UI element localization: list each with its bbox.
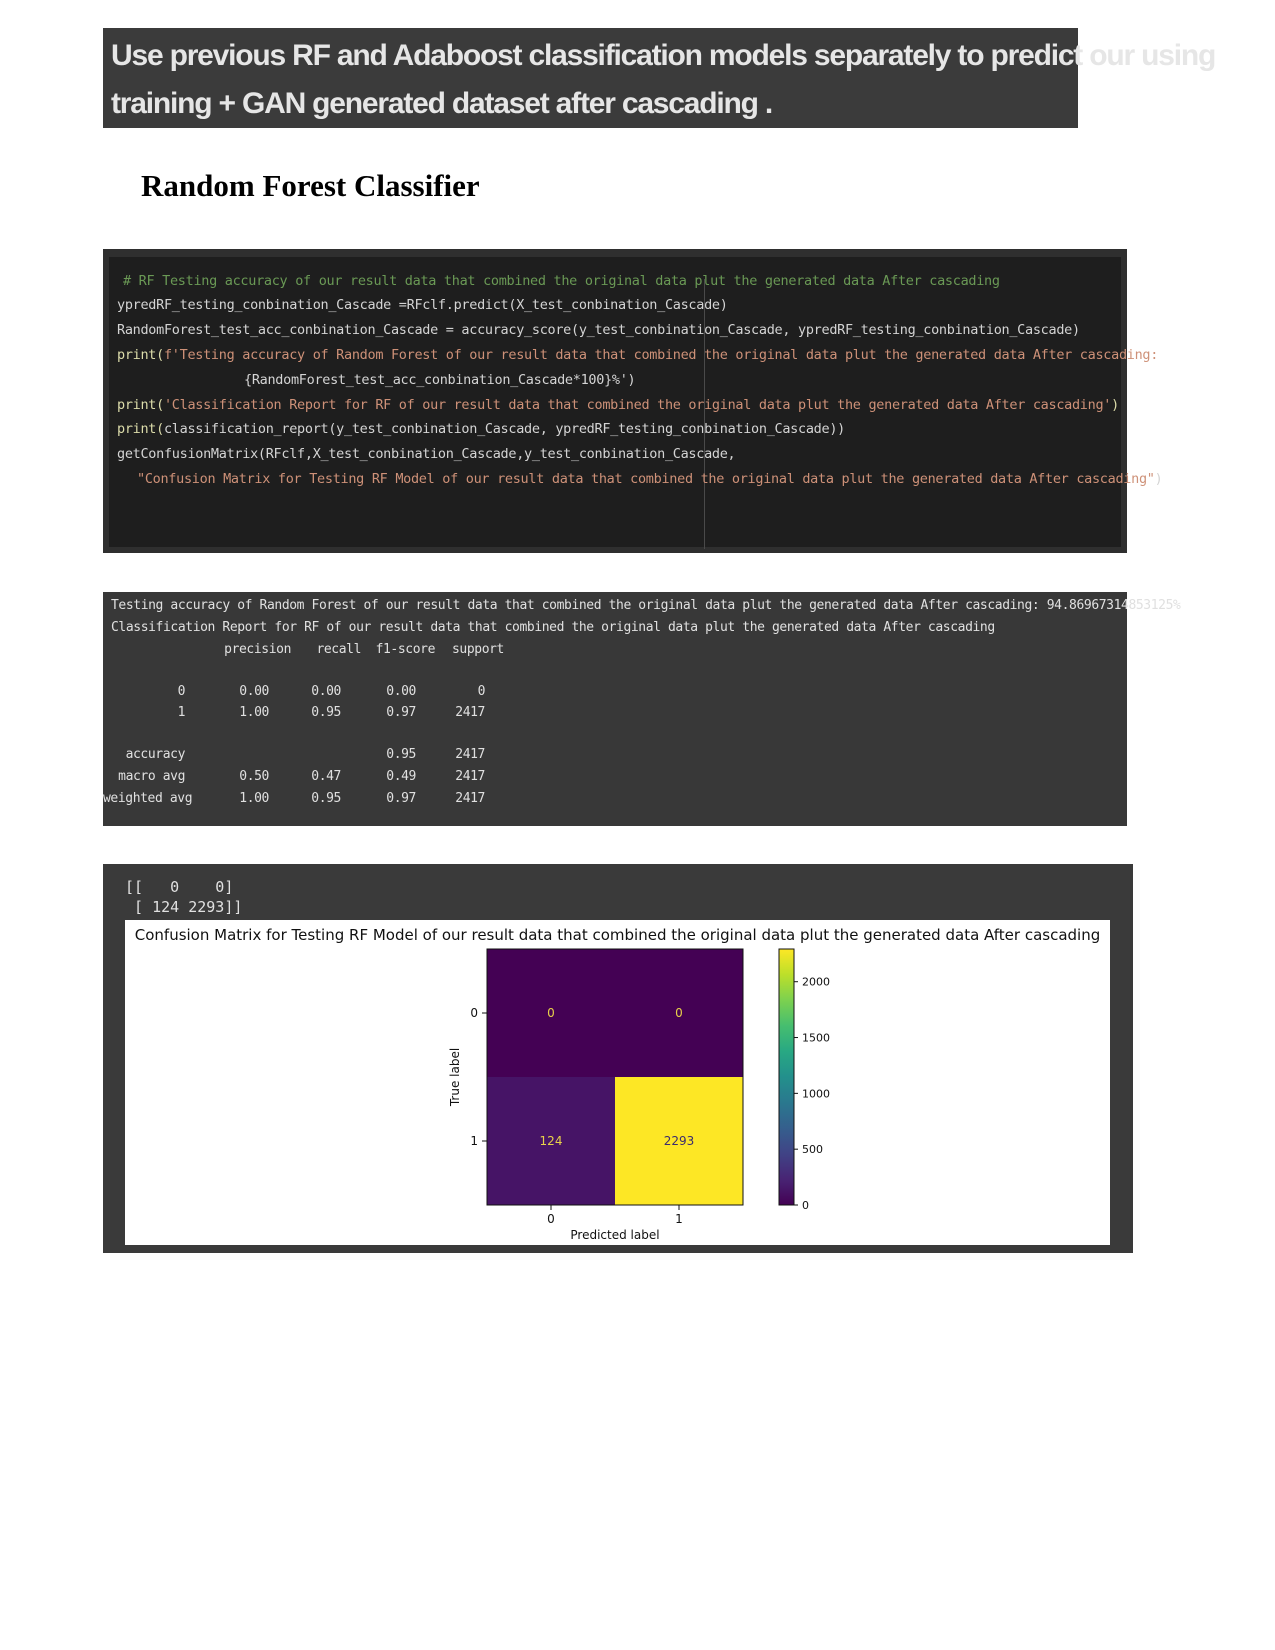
code-print-fn: print( xyxy=(117,347,164,363)
report-cell-precision: 0.00 xyxy=(239,684,269,699)
code-call: classification_report(y_test_conbination… xyxy=(163,421,845,437)
code-fstring: f'Testing accuracy of Random Forest of o… xyxy=(163,347,1159,363)
code-line-4: print(f'Testing accuracy of Random Fores… xyxy=(117,347,1158,363)
report-cell-recall: 0.95 xyxy=(311,705,341,720)
x-axis-label: Predicted label xyxy=(570,1228,659,1242)
cell-value-label: 124 xyxy=(540,1134,563,1148)
report-row-label: macro avg xyxy=(118,769,185,784)
report-cell-f1: 0.95 xyxy=(386,747,416,762)
report-cell-support: 2417 xyxy=(455,747,485,762)
code-line-7: print(classification_report(y_test_conbi… xyxy=(117,421,845,437)
report-cell-support: 2417 xyxy=(455,791,485,806)
y-tick-label: 1 xyxy=(470,1134,478,1148)
report-cell-recall: 0.95 xyxy=(311,791,341,806)
x-tick-label: 0 xyxy=(547,1212,555,1226)
banner-line-1: Use previous RF and Adaboost classificat… xyxy=(111,39,1216,72)
code-line-6: print('Classification Report for RF of o… xyxy=(117,397,1119,413)
heatmap-cell xyxy=(487,1077,615,1205)
report-cell-f1: 0.97 xyxy=(386,705,416,720)
indent-guide xyxy=(704,279,705,549)
code-cell[interactable]: # RF Testing accuracy of our result data… xyxy=(103,249,1163,553)
code-line-3: RandomForest_test_acc_conbination_Cascad… xyxy=(117,322,1080,338)
code-comment: # RF Testing accuracy of our result data… xyxy=(123,273,1000,289)
header-support: support xyxy=(452,642,504,657)
report-row-label: accuracy xyxy=(125,747,186,762)
report-cell-precision: 1.00 xyxy=(239,705,269,720)
code-print-fn: print( xyxy=(117,421,164,437)
colorbar-tick-label: 500 xyxy=(802,1143,823,1156)
colorbar-tick-label: 0 xyxy=(802,1199,809,1212)
code-paren: ) xyxy=(1111,397,1119,413)
heatmap-cell xyxy=(615,949,743,1077)
confusion-matrix-plot: Confusion Matrix for Testing RF Model of… xyxy=(125,920,1110,1245)
section-title: Random Forest Classifier xyxy=(141,168,480,203)
header-precision: precision xyxy=(224,642,291,657)
colorbar-tick-label: 1500 xyxy=(802,1032,830,1045)
cell-value-label: 0 xyxy=(547,1006,555,1020)
report-cell-precision: 0.50 xyxy=(239,769,269,784)
chart-title: Confusion Matrix for Testing RF Model of… xyxy=(134,926,1101,944)
colorbar-tick-label: 1000 xyxy=(802,1087,830,1100)
report-row-label: 0 xyxy=(177,684,186,699)
cell-value-label: 2293 xyxy=(664,1134,695,1148)
code-string: "Confusion Matrix for Testing RF Model o… xyxy=(137,471,1155,487)
code-string: 'Classification Report for RF of our res… xyxy=(163,397,1112,413)
matrix-text-line-2: [ 124 2293]] xyxy=(125,898,243,916)
cell-value-label: 0 xyxy=(675,1006,683,1020)
colorbar-tick-label: 2000 xyxy=(802,976,830,989)
header-f1-score: f1-score xyxy=(375,642,436,657)
report-cell-recall: 0.00 xyxy=(311,684,341,699)
heatmap-cell xyxy=(615,1077,743,1205)
confusion-matrix-svg: 0 0 124 2293 0 1 0 1 Predicted label True label 0 5… xyxy=(448,948,830,1242)
code-line-8: getConfusionMatrix(RFclf,X_test_conbinat… xyxy=(117,446,736,462)
heatmap-frame xyxy=(486,948,744,1206)
heatmap-cell xyxy=(487,949,615,1077)
accuracy-output: Testing accuracy of Random Forest of our… xyxy=(111,598,1181,613)
report-cell-f1: 0.97 xyxy=(386,791,416,806)
colorbar xyxy=(778,948,795,1206)
code-paren: ) xyxy=(1154,471,1163,487)
output-cell: Testing accuracy of Random Forest of our… xyxy=(103,592,1181,826)
report-cell-f1: 0.49 xyxy=(386,769,416,784)
report-cell-support: 0 xyxy=(477,684,486,699)
banner-line-2: training + GAN generated dataset after c… xyxy=(111,87,773,120)
report-cell-precision: 1.00 xyxy=(239,791,269,806)
code-print-fn: print( xyxy=(117,397,164,413)
report-cell-recall: 0.47 xyxy=(311,769,341,784)
code-line-5: {RandomForest_test_acc_conbination_Casca… xyxy=(244,372,636,388)
matrix-text-line-1: [[ 0 0] xyxy=(125,878,234,896)
report-row-label: 1 xyxy=(177,705,186,720)
report-cell-support: 2417 xyxy=(455,705,485,720)
code-line-2: ypredRF_testing_conbination_Cascade =RFc… xyxy=(117,297,728,313)
code-line-9: "Confusion Matrix for Testing RF Model o… xyxy=(137,471,1163,487)
report-row-label: weighted avg xyxy=(103,791,193,806)
x-tick-label: 1 xyxy=(675,1212,683,1226)
report-cell-support: 2417 xyxy=(455,769,485,784)
header-recall: recall xyxy=(316,642,361,657)
confusion-matrix-output: [[ 0 0] [ 124 2293]] Confusion Matrix fo… xyxy=(103,864,1133,1253)
y-tick-label: 0 xyxy=(470,1006,478,1020)
report-cell-f1: 0.00 xyxy=(386,684,416,699)
y-axis-label: True label xyxy=(448,1048,462,1107)
header-banner: Use previous RF and Adaboost classificat… xyxy=(103,28,1216,128)
report-title: Classification Report for RF of our resu… xyxy=(111,620,995,635)
